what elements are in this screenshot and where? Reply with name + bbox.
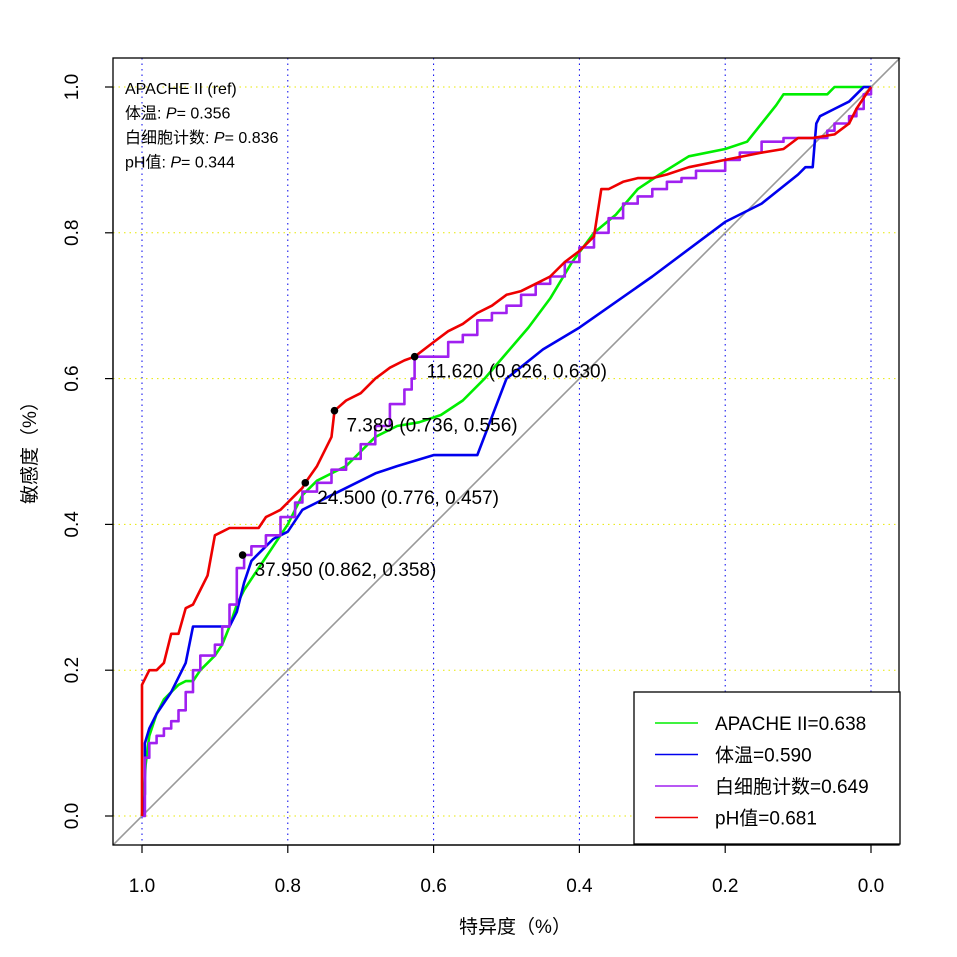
- y-tick-label: 0.0: [62, 803, 83, 829]
- cutoff-label: 24.500 (0.776, 0.457): [317, 488, 499, 509]
- y-tick-label: 0.4: [62, 511, 83, 538]
- roc-series-line-3: [140, 86, 873, 816]
- legend-label: 白细胞计数=0.649: [715, 776, 869, 798]
- cutoff-label: 7.389 (0.736, 0.556): [346, 416, 517, 437]
- legend-label: APACHE II=0.638: [715, 714, 866, 735]
- x-tick-label: 0.8: [275, 876, 301, 897]
- cutoff-point: [238, 551, 247, 559]
- x-axis-title: 特异度（%）: [459, 916, 571, 938]
- reference-diagonal: [112, 57, 901, 846]
- cutoff-label: 37.950 (0.862, 0.358): [255, 560, 437, 581]
- cutoff-label: 11.620 (0.626, 0.630): [427, 362, 607, 383]
- y-axis-title: 敏感度（%）: [19, 392, 41, 504]
- y-tick-label: 1.0: [62, 74, 83, 100]
- cutoff-point: [410, 352, 419, 361]
- cutoff-annotations: 11.620 (0.626, 0.630) 7.389 (0.736, 0.556…: [238, 352, 607, 581]
- x-tick-label: 0.0: [858, 876, 884, 897]
- x-tick-label: 0.4: [566, 876, 593, 897]
- cutoff-point: [301, 479, 310, 487]
- y-tick-label: 0.8: [62, 220, 83, 246]
- x-tick-label: 1.0: [129, 876, 155, 897]
- x-tick-label: 0.2: [712, 876, 738, 897]
- cutoff-point: [330, 406, 339, 415]
- p-value-line: pH值: P= 0.344: [125, 154, 235, 172]
- roc-series-line-2: [142, 87, 873, 818]
- legend: APACHE II=0.638 体温=0.590 白细胞计数=0.649 pH值=0.…: [633, 691, 901, 845]
- p-value-line: APACHE II (ref): [125, 81, 237, 98]
- x-tick-label: 0.6: [420, 876, 446, 897]
- p-value-line: 白细胞计数: P= 0.836: [125, 129, 279, 147]
- p-value-block: APACHE II (ref) 体温: P= 0.356 白细胞计数: P= 0.8…: [125, 81, 279, 172]
- y-tick-label: 0.2: [62, 657, 83, 683]
- y-axis: 0.0 0.2 0.4 0.6 0.8 1.0: [62, 74, 114, 829]
- legend-box: [633, 691, 901, 845]
- legend-label: pH值=0.681: [715, 808, 817, 830]
- roc-curves: [140, 85, 873, 818]
- legend-label: 体温=0.590: [715, 745, 812, 767]
- y-tick-label: 0.6: [62, 365, 83, 391]
- x-axis: 1.0 0.8 0.6 0.4 0.2 0.0: [129, 844, 884, 897]
- p-value-line: 体温: P= 0.356: [125, 105, 231, 123]
